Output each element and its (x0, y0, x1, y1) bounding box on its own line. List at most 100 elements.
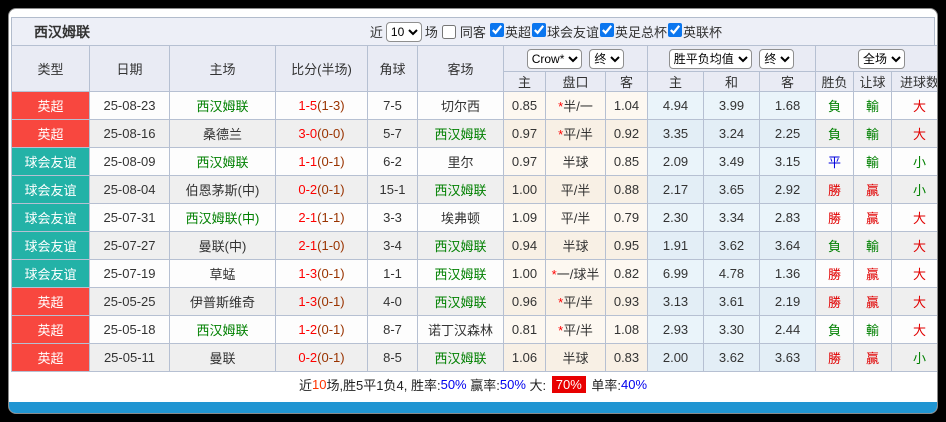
sub-header-handicap: 盘口 (545, 71, 606, 92)
match-score: 0-2(0-1) (275, 343, 368, 372)
avg-win: 3.35 (647, 119, 705, 148)
match-type-badge: 英超 (11, 287, 90, 316)
halftime-score: (0-0) (317, 126, 345, 141)
match-type-badge: 球会友谊 (11, 203, 90, 232)
avg-lose: 1.36 (759, 259, 817, 288)
summary-segment-9: 单率: (587, 377, 621, 393)
match-row: 球会友谊 25-07-19 草蜢 1-3(0-1) 1-1 西汉姆联 1.00 *一/球半 0.… (11, 259, 937, 288)
handicap-line: *半/一 (545, 91, 606, 120)
odds-away: 0.83 (604, 343, 649, 372)
goals-result: 大 (891, 119, 937, 148)
col-header-score: 比分(半场) (275, 45, 368, 92)
avg-type-select[interactable]: 胜平负均值 (668, 48, 752, 69)
odds-home: 1.06 (503, 343, 546, 372)
odds-home: 0.81 (503, 315, 546, 344)
odds-final-select[interactable]: 终 (589, 48, 625, 69)
handicap-result: 輸 (853, 119, 893, 148)
avg-lose: 2.92 (759, 175, 817, 204)
league-checkbox-0[interactable] (489, 23, 504, 37)
avg-win: 2.09 (647, 147, 705, 176)
league-checkbox-2[interactable] (599, 23, 614, 37)
corner-score: 7-5 (367, 91, 418, 120)
match-score: 1-3(0-1) (275, 259, 368, 288)
sub-header-goals: 进球数 (891, 71, 937, 92)
title-bar: 西汉姆联 近 10 场 同客 英超 球会友谊 英足总杯 英联杯 (11, 17, 935, 45)
avg-draw: 3.30 (703, 315, 761, 344)
star-mark: * (558, 295, 564, 310)
match-score: 2-1(1-0) (275, 231, 368, 260)
match-date: 25-08-16 (89, 119, 170, 148)
avg-final-select[interactable]: 终 (759, 48, 795, 69)
match-row: 英超 25-08-23 西汉姆联 1-5(1-3) 7-5 切尔西 0.85 *半/一 1.04… (11, 91, 937, 120)
handicap-line: 半球 (545, 147, 606, 176)
same-away-checkbox[interactable] (441, 24, 456, 39)
match-result: 勝 (815, 203, 855, 232)
away-team: 西汉姆联 (417, 259, 504, 288)
match-result: 勝 (815, 175, 855, 204)
away-team: 西汉姆联 (417, 119, 504, 148)
handicap-result: 贏 (853, 175, 893, 204)
odds-home: 0.94 (503, 231, 546, 260)
match-type-badge: 球会友谊 (11, 175, 90, 204)
handicap-line: *平/半 (545, 287, 606, 316)
match-score: 0-2(0-1) (275, 175, 368, 204)
match-date: 25-07-27 (89, 231, 170, 260)
handicap-result: 贏 (853, 287, 893, 316)
summary-segment-6: 50% (499, 376, 526, 392)
sub-header-odds-away: 客 (604, 71, 649, 92)
fulltime-score: 1-3 (298, 294, 318, 309)
avg-draw: 3.34 (703, 203, 761, 232)
match-type-badge: 英超 (11, 119, 90, 148)
fulltime-score: 1-2 (298, 322, 318, 337)
avg-win: 2.00 (647, 343, 705, 372)
avg-win: 2.17 (647, 175, 705, 204)
home-team: 西汉姆联(中) (169, 203, 276, 232)
odds-away: 1.04 (604, 91, 649, 120)
avg-draw: 3.49 (703, 147, 761, 176)
away-team: 里尔 (417, 147, 504, 176)
corner-score: 8-5 (367, 343, 418, 372)
corner-score: 1-1 (367, 259, 418, 288)
odds-away: 0.93 (604, 287, 649, 316)
match-type-badge: 球会友谊 (11, 259, 90, 288)
odds-away: 0.82 (604, 259, 649, 288)
avg-lose: 3.63 (759, 343, 817, 372)
home-team: 曼联(中) (169, 231, 276, 260)
match-score: 1-5(1-3) (275, 91, 368, 120)
fulltime-score: 2-1 (298, 210, 318, 225)
avg-win: 2.93 (647, 315, 705, 344)
goals-result: 小 (891, 147, 937, 176)
star-mark: * (558, 323, 564, 338)
home-team: 西汉姆联 (169, 91, 276, 120)
corner-score: 5-7 (367, 119, 418, 148)
match-type-badge: 英超 (11, 315, 90, 344)
same-away-label: 同客 (459, 25, 486, 40)
fulltime-score: 1-3 (298, 266, 318, 281)
sub-header-avg-draw: 和 (703, 71, 761, 92)
matches-table: 类型 日期 主场 比分(半场) 角球 客场 Crow* 终 (11, 45, 937, 372)
avg-win: 2.30 (647, 203, 705, 232)
avg-lose: 3.64 (759, 231, 817, 260)
summary-footer: 近 10 场,胜5平1负4, 胜率: 50% 赢率: 50% 大: 70% 单率: 40% (11, 373, 935, 395)
corner-score: 8-7 (367, 315, 418, 344)
avg-win: 6.99 (647, 259, 705, 288)
away-team: 埃弗顿 (417, 203, 504, 232)
halftime-score: (1-3) (317, 98, 345, 113)
match-date: 25-08-04 (89, 175, 170, 204)
avg-lose: 2.44 (759, 315, 817, 344)
odds-away: 0.79 (604, 203, 649, 232)
summary-segment-3: 胜率: (410, 377, 441, 393)
league-checkbox-3[interactable] (667, 23, 682, 37)
match-row: 球会友谊 25-07-31 西汉姆联(中) 2-1(1-1) 3-3 埃弗顿 1.09 平/半… (11, 203, 937, 232)
result-group-header: 全场 (815, 45, 937, 72)
goals-result: 小 (891, 175, 937, 204)
recent-count-select[interactable]: 10 (385, 21, 422, 42)
handicap-line: 半球 (545, 231, 606, 260)
scope-select[interactable]: 全场 (858, 48, 906, 69)
league-checkbox-1[interactable] (531, 23, 546, 37)
away-team: 西汉姆联 (417, 231, 504, 260)
match-date: 25-05-18 (89, 315, 170, 344)
odds-company-select[interactable]: Crow* (526, 48, 582, 69)
fulltime-score: 0-2 (298, 182, 318, 197)
fulltime-score: 1-1 (298, 154, 318, 169)
